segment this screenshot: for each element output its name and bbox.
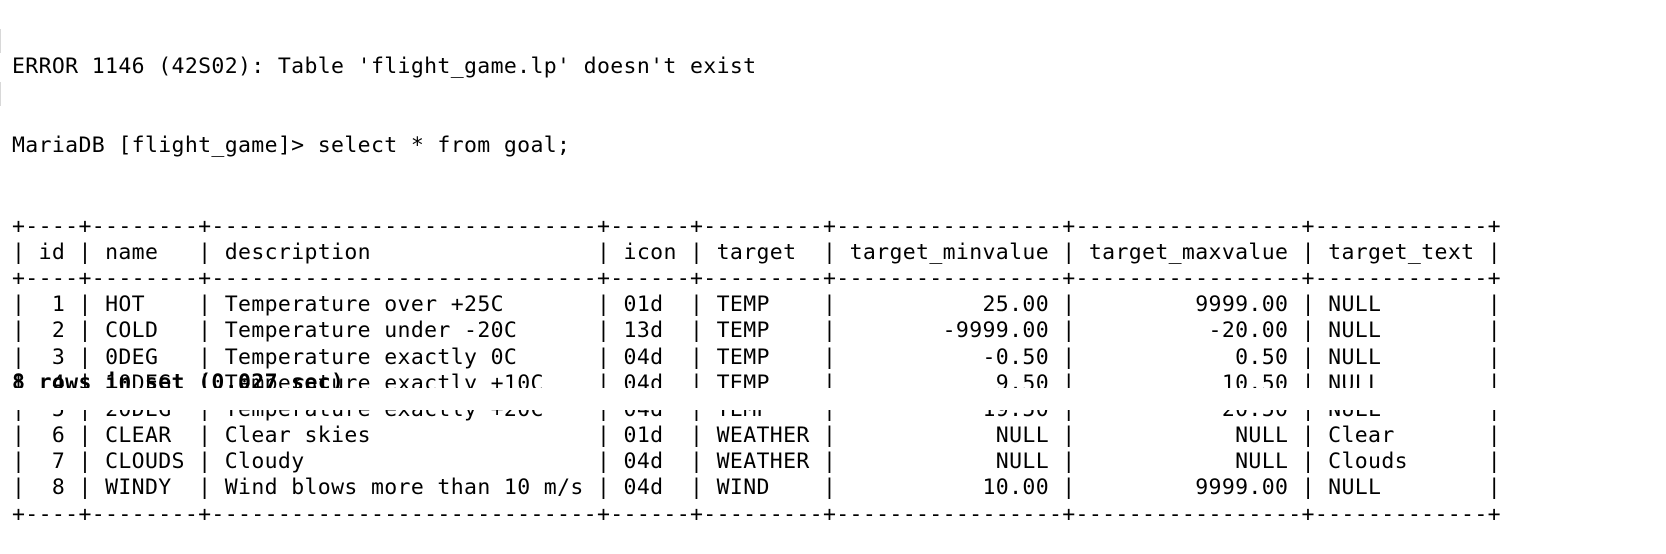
table-cell: CLOUDS xyxy=(91,449,199,475)
table-cell: WEATHER xyxy=(703,449,823,475)
table-row: | 2 | COLD | Temperature under -20C | 13… xyxy=(12,318,1501,344)
table-cell: TEMP xyxy=(703,292,823,318)
column-header: target_maxvalue xyxy=(1075,239,1302,265)
table-cell: NULL xyxy=(1075,423,1302,449)
table-cell: Temperature exactly 0C xyxy=(211,344,597,370)
column-header: name xyxy=(91,239,199,265)
table-cell: 3 xyxy=(25,344,79,370)
table-cell: NULL xyxy=(1314,292,1488,318)
table-cell: 04d xyxy=(610,449,691,475)
line-marker xyxy=(0,29,7,53)
table-cell: TEMP xyxy=(703,318,823,344)
table-cell: 13d xyxy=(610,318,691,344)
table-row: | 3 | 0DEG | Temperature exactly 0C | 04… xyxy=(12,344,1501,370)
table-cell: -9999.00 xyxy=(836,318,1063,344)
table-cell: WIND xyxy=(703,475,823,501)
table-cell: 04d xyxy=(610,344,691,370)
table-border: +----+--------+-------------------------… xyxy=(12,213,1501,239)
table-cell: Cloudy xyxy=(211,449,597,475)
table-cell: 04d xyxy=(610,475,691,501)
table-cell: 9999.00 xyxy=(1075,292,1302,318)
error-message: ERROR 1146 (42S02): Table 'flight_game.l… xyxy=(12,54,757,80)
table-cell: NULL xyxy=(1314,475,1488,501)
column-header: description xyxy=(211,239,597,265)
table-cell: 1 xyxy=(25,292,79,318)
table-border: +----+--------+-------------------------… xyxy=(12,501,1501,527)
table-cell: COLD xyxy=(91,318,199,344)
table-cell: Clear skies xyxy=(211,423,597,449)
table-cell: 6 xyxy=(25,423,79,449)
column-header: target xyxy=(703,239,823,265)
table-cell: -0.50 xyxy=(836,344,1063,370)
table-row: | 7 | CLOUDS | Cloudy | 04d | WEATHER | … xyxy=(12,449,1501,475)
table-cell: 25.00 xyxy=(836,292,1063,318)
table-cell: Temperature under -20C xyxy=(211,318,597,344)
table-cell: 2 xyxy=(25,318,79,344)
table-row: | 1 | HOT | Temperature over +25C | 01d … xyxy=(12,292,1501,318)
table-cell: 8 xyxy=(25,475,79,501)
table-cell: CLEAR xyxy=(91,423,199,449)
table-cell: Wind blows more than 10 m/s xyxy=(211,475,597,501)
table-cell: Clouds xyxy=(1314,449,1488,475)
table-row: | 6 | CLEAR | Clear skies | 01d | WEATHE… xyxy=(12,423,1501,449)
column-header: target_minvalue xyxy=(836,239,1063,265)
table-cell: NULL xyxy=(1075,449,1302,475)
table-cell: 01d xyxy=(610,292,691,318)
table-cell: -20.00 xyxy=(1075,318,1302,344)
sql-prompt-command[interactable]: MariaDB [flight_game]> select * from goa… xyxy=(12,133,571,158)
table-cell: HOT xyxy=(91,292,199,318)
table-cell: 10.00 xyxy=(836,475,1063,501)
column-header: id xyxy=(25,239,79,265)
column-header: icon xyxy=(610,239,691,265)
table-cell: 01d xyxy=(610,423,691,449)
table-cell: 0DEG xyxy=(91,344,199,370)
line-marker xyxy=(0,82,7,106)
table-cell: TEMP xyxy=(703,344,823,370)
table-cell: NULL xyxy=(836,423,1063,449)
table-row: | 8 | WINDY | Wind blows more than 10 m/… xyxy=(12,475,1501,501)
table-cell: 0.50 xyxy=(1075,344,1302,370)
table-border: +----+--------+-------------------------… xyxy=(12,265,1501,291)
table-cell: NULL xyxy=(1314,318,1488,344)
table-cell: WINDY xyxy=(91,475,199,501)
viewport-clip xyxy=(0,388,1666,410)
table-cell: WEATHER xyxy=(703,423,823,449)
table-header-row: | id | name | description | icon | targe… xyxy=(12,239,1501,265)
table-cell: Clear xyxy=(1314,423,1488,449)
table-cell: Temperature over +25C xyxy=(211,292,597,318)
terminal-output: ERROR 1146 (42S02): Table 'flight_game.l… xyxy=(12,2,1501,554)
table-cell: NULL xyxy=(836,449,1063,475)
table-cell: 7 xyxy=(25,449,79,475)
column-header: target_text xyxy=(1314,239,1488,265)
table-cell: NULL xyxy=(1314,344,1488,370)
table-cell: 9999.00 xyxy=(1075,475,1302,501)
